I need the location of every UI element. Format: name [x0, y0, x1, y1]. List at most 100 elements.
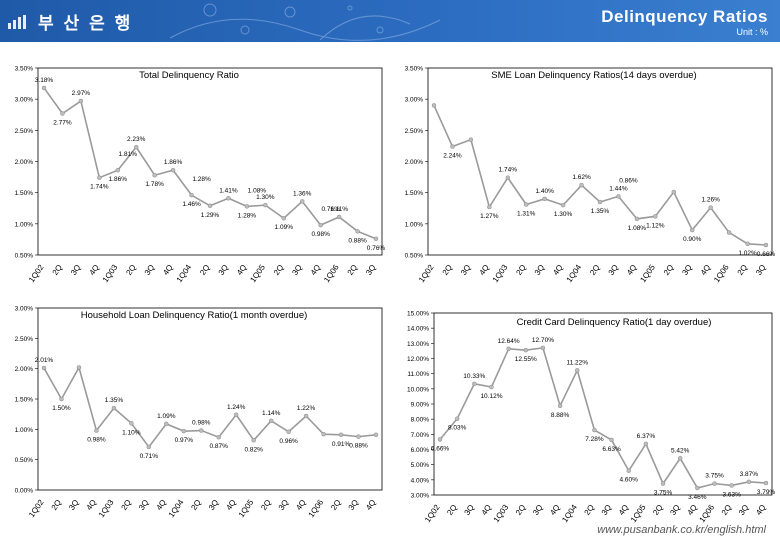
data-point — [111, 405, 117, 411]
data-point — [592, 427, 597, 433]
household-loan-delinquency-chart: 0.00% 0.50% 1.00% 1.50% 2.00% 2.50% 3.00% House… — [15, 306, 383, 520]
x-tick-label: 2Q — [329, 498, 342, 512]
data-label: 0.98% — [311, 231, 330, 238]
x-tick-label: 1Q02 — [423, 503, 442, 525]
data-point — [579, 182, 584, 188]
y-tick-label: 1.50% — [405, 190, 424, 197]
data-label: 3.87% — [740, 471, 759, 478]
data-label: 1.35% — [105, 397, 124, 404]
x-tick-label: 2Q — [514, 263, 527, 277]
data-label: 0.91% — [332, 441, 351, 448]
data-point — [653, 214, 658, 219]
x-tick-label: 2Q — [259, 498, 272, 512]
y-tick-label: 0.50% — [15, 253, 34, 260]
x-tick-label: 4Q — [754, 503, 767, 517]
x-tick-label: 4Q — [617, 503, 630, 517]
data-point — [489, 384, 494, 390]
x-tick-label: 3Q — [67, 498, 80, 512]
chart-title: Household Loan Delinquency Ratio(1 month… — [81, 310, 308, 321]
sme-loan-delinquency-chart: 0.50% 1.00% 1.50% 2.00% 2.50% 3.00% 3.50% SME L… — [405, 66, 776, 285]
data-point — [540, 345, 546, 351]
data-point — [181, 428, 187, 434]
y-tick-label: 14.00% — [407, 326, 429, 333]
series-line — [43, 365, 377, 449]
data-point — [76, 365, 82, 370]
y-tick-label: 0.00% — [15, 488, 34, 495]
x-tick-label: 3Q — [69, 263, 82, 277]
x-tick-label: 1Q04 — [560, 503, 579, 525]
y-tick-label: 1.00% — [15, 427, 34, 434]
bank-logo[interactable]: 부 산 은 행 — [8, 9, 132, 34]
data-point — [303, 413, 309, 419]
data-label: 0.97% — [175, 437, 194, 444]
y-tick-label: 5.00% — [411, 462, 430, 469]
y-tick-label: 4.00% — [411, 477, 430, 484]
data-point — [59, 396, 64, 402]
data-point — [726, 230, 732, 235]
data-label: 10.33% — [463, 373, 485, 380]
data-label: 6.66% — [431, 445, 450, 452]
y-tick-label: 0.50% — [405, 253, 424, 260]
data-point — [94, 428, 99, 433]
data-label: 1.26% — [701, 197, 720, 204]
data-label: 0.98% — [192, 420, 211, 427]
data-point — [450, 144, 455, 149]
data-label: 1.09% — [157, 413, 176, 420]
x-tick-label: 4Q — [309, 263, 322, 277]
data-label: 4.60% — [620, 477, 639, 484]
y-tick-label: 2.00% — [15, 366, 34, 373]
data-point — [712, 481, 717, 486]
x-tick-label: 3Q — [600, 503, 613, 517]
chart-title: Credit Card Delinquency Ratio(1 day over… — [517, 317, 712, 328]
data-point — [207, 203, 213, 209]
data-point — [560, 202, 566, 208]
x-tick-label: 2Q — [120, 498, 133, 512]
data-label: 2.23% — [127, 136, 146, 143]
data-label: 7.28% — [585, 436, 604, 443]
x-tick-label: 4Q — [294, 498, 307, 512]
x-tick-label: 1Q05 — [248, 263, 267, 285]
data-label: 3.75% — [654, 490, 673, 497]
chart-title: Total Delinquency Ratio — [139, 70, 239, 81]
data-point — [336, 214, 342, 220]
data-point — [689, 227, 695, 233]
data-label: 5.42% — [671, 447, 690, 454]
data-point — [268, 418, 274, 424]
data-label: 1.86% — [109, 176, 128, 183]
data-point — [643, 441, 649, 447]
x-tick-label: 2Q — [198, 263, 211, 277]
x-tick-label: 3Q — [737, 503, 750, 517]
y-tick-label: 10.00% — [407, 386, 429, 393]
data-label: 1.46% — [182, 201, 201, 208]
x-tick-label: 1Q05 — [638, 263, 657, 285]
y-tick-label: 8.00% — [411, 417, 430, 424]
y-tick-label: 0.50% — [15, 457, 34, 464]
data-label: 0.71% — [140, 453, 159, 460]
data-label: 1.78% — [145, 181, 164, 188]
data-label: 6.37% — [637, 433, 656, 440]
x-tick-label: 2Q — [583, 503, 596, 517]
x-tick-label: 1Q04 — [167, 498, 186, 520]
data-label: 1.41% — [219, 187, 238, 194]
y-tick-label: 3.50% — [15, 66, 34, 73]
data-point — [338, 432, 344, 438]
data-label: 1.30% — [256, 194, 275, 201]
x-tick-label: 3Q — [607, 263, 620, 277]
data-point — [373, 236, 379, 242]
footer-url[interactable]: www.pusanbank.co.kr/english.html — [597, 524, 766, 536]
data-label: 1.44% — [609, 185, 628, 192]
x-tick-label: 4Q — [224, 498, 237, 512]
data-label: 1.31% — [517, 211, 536, 218]
x-tick-label: 1Q06 — [698, 503, 717, 525]
data-label: 0.96% — [279, 438, 298, 445]
data-label: 3.63% — [722, 491, 741, 498]
data-point — [506, 346, 511, 352]
x-tick-label: 2Q — [441, 263, 454, 277]
data-point — [233, 412, 239, 418]
data-point — [216, 434, 221, 440]
x-tick-label: 4Q — [551, 263, 564, 277]
plot-frame — [37, 307, 383, 491]
plot-frame — [427, 67, 773, 256]
x-tick-label: 1Q02 — [417, 263, 436, 285]
data-label: 1.40% — [535, 188, 554, 195]
